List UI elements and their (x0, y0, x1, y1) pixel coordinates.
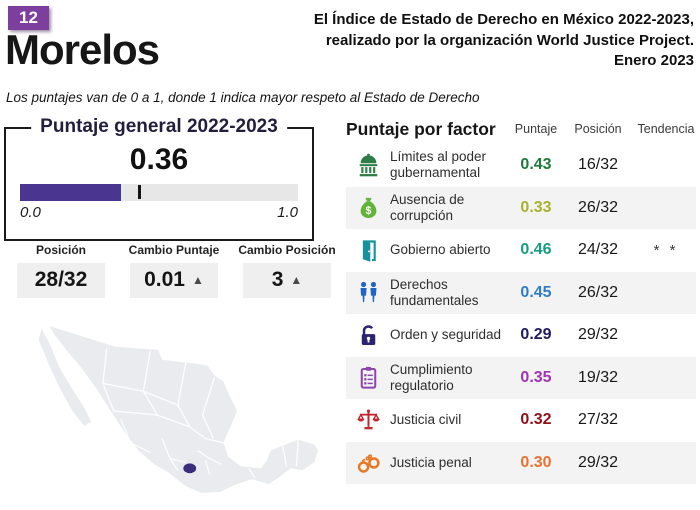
table-row: Justicia penal 0.30 29/32 (346, 441, 696, 484)
padlock-icon (346, 322, 390, 349)
factors-title: Puntaje por factor (346, 118, 496, 139)
rank-badge: 12 (8, 6, 49, 30)
summary-stats: Posición 28/32 Cambio Puntaje 0.01 ▲ Camb… (0, 243, 340, 298)
morelos-highlight (183, 463, 197, 474)
report-description-line1: El Índice de Estado de Derecho en México… (313, 11, 694, 28)
stat-cambio-puntaje: Cambio Puntaje 0.01 ▲ (122, 243, 226, 298)
table-row: $ Ausencia de corrupción 0.33 26/32 (346, 186, 696, 229)
score-bar-scale: 0.0 1.0 (20, 204, 298, 221)
mexico-map (38, 326, 319, 493)
score-bar-tick (138, 185, 141, 199)
stat-posicion-value: 28/32 (17, 263, 105, 298)
column-tendencia: Tendencia (637, 122, 695, 136)
people-icon (346, 279, 390, 306)
stat-posicion: Posición 28/32 (9, 243, 113, 298)
report-description: El Índice de Estado de Derecho en México… (244, 10, 694, 72)
table-row: Cumplimiento regulatorio 0.35 19/32 (346, 356, 696, 399)
table-row: Derechos fundamentales 0.45 26/32 (346, 271, 696, 314)
capitol-icon (346, 152, 390, 179)
stat-cambio-posicion-label: Cambio Posición (238, 243, 336, 257)
svg-text:$: $ (365, 205, 371, 217)
mexico-mainland (49, 326, 319, 493)
clipboard-icon (346, 364, 390, 391)
table-row: Orden y seguridad 0.29 29/32 (346, 314, 696, 357)
report-description-line3: Enero 2023 (613, 52, 694, 70)
up-arrow-icon: ▲ (290, 273, 303, 287)
overall-score-value: 0.36 (129, 143, 189, 176)
scale-min-label: 0.0 (20, 204, 41, 221)
stat-cambio-puntaje-value: 0.01 ▲ (130, 263, 218, 298)
money-bag-icon: $ (346, 194, 390, 221)
factors-panel: Puntaje por factor Puntaje Posición Tend… (346, 114, 696, 484)
column-puntaje: Puntaje (514, 122, 558, 136)
baja-california-peninsula (38, 328, 91, 426)
handcuffs-icon (346, 449, 390, 476)
table-row: Gobierno abierto 0.46 24/32 * * (346, 229, 696, 272)
open-door-icon (346, 237, 390, 264)
column-posicion: Posición (574, 122, 622, 136)
stat-cambio-puntaje-label: Cambio Puntaje (128, 243, 220, 257)
table-row: Límites al poder gubernamental 0.43 16/3… (346, 144, 696, 187)
up-arrow-icon: ▲ (191, 273, 204, 287)
overall-score-title: Puntaje general 2022-2023 (31, 116, 287, 138)
stat-posicion-label: Posición (35, 243, 86, 257)
scale-max-label: 1.0 (277, 204, 298, 221)
scale-explanation: Los puntajes van de 0 a 1, donde 1 indic… (6, 90, 480, 105)
overall-score-panel: Puntaje general 2022-2023 0.36 0.0 1.0 (4, 116, 314, 241)
score-bar-fill (20, 184, 122, 201)
stat-cambio-posicion-value: 3 ▲ (243, 263, 331, 298)
score-bar (20, 184, 298, 201)
table-row: Justicia civil 0.32 27/32 (346, 399, 696, 442)
page-title: Morelos (5, 26, 160, 73)
factors-header: Puntaje por factor Puntaje Posición Tend… (346, 114, 696, 144)
scales-icon (346, 407, 390, 434)
report-description-line2: realizado por la organización World Just… (325, 31, 694, 49)
stat-cambio-posicion: Cambio Posición 3 ▲ (235, 243, 339, 298)
